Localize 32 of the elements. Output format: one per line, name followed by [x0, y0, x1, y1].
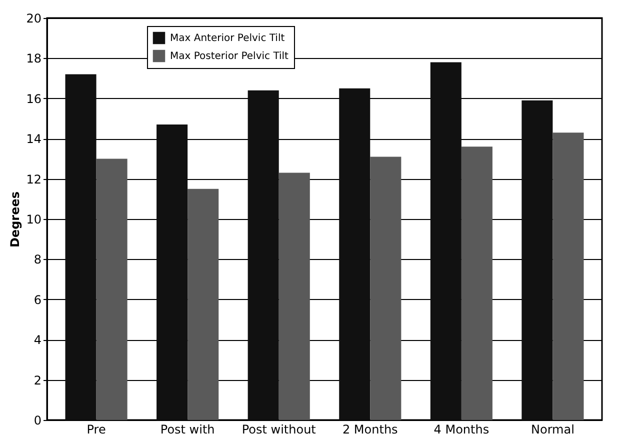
- x-tick-label: Normal: [530, 422, 574, 436]
- bar: [96, 158, 128, 420]
- legend-label: Max Anterior Pelvic Tilt: [170, 33, 285, 44]
- bar: [461, 146, 492, 420]
- x-tick-label: 2 Months: [342, 422, 398, 436]
- bar: [278, 172, 310, 420]
- y-tick-label: 12: [26, 172, 42, 186]
- y-tick-label: 4: [34, 333, 42, 348]
- bar: [339, 88, 370, 420]
- y-tick-label: 20: [26, 12, 42, 26]
- y-tick-label: 0: [34, 414, 42, 428]
- bar: [248, 90, 279, 420]
- y-tick-label: 10: [26, 212, 42, 226]
- bar: [430, 62, 462, 420]
- x-tick-label: Post with: [160, 422, 215, 436]
- bar: [552, 132, 584, 420]
- y-tick-label: 2: [34, 373, 42, 388]
- y-tick-label: 18: [26, 52, 42, 66]
- bar: [156, 124, 188, 420]
- bar: [370, 156, 402, 420]
- y-axis-title: Degrees: [8, 191, 22, 248]
- x-tick-label: 4 Months: [434, 422, 490, 436]
- y-tick-label: 16: [26, 92, 42, 106]
- bar: [522, 100, 553, 420]
- x-tick-label: Pre: [86, 422, 106, 436]
- x-tick-label: Post without: [242, 422, 316, 436]
- bar: [188, 188, 219, 420]
- bar: [65, 74, 96, 420]
- y-tick-label: 6: [34, 292, 42, 307]
- y-tick-label: 8: [34, 252, 42, 267]
- y-tick-label: 14: [26, 132, 42, 146]
- legend-label: Max Posterior Pelvic Tilt: [170, 51, 289, 62]
